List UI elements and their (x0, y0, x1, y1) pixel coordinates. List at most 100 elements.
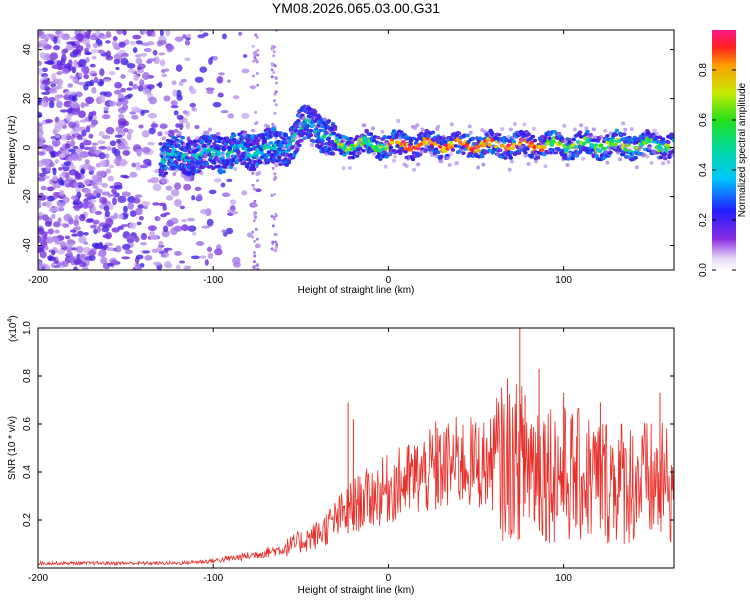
spectrogram-cell (633, 155, 639, 160)
spectrogram-cell (38, 30, 43, 36)
spectrogram-cell (57, 249, 65, 255)
spectrogram-cell (271, 44, 275, 48)
y-tick-label: -40 (22, 238, 33, 253)
spectrogram-cell (274, 137, 278, 141)
spectrogram-cell (341, 166, 346, 171)
spectrogram-cell (57, 177, 64, 186)
spectrogram-cell (141, 129, 150, 138)
spectrogram-cell (189, 102, 197, 108)
spectrogram-cell (156, 246, 163, 253)
spectrogram-cell (132, 46, 138, 53)
spectrogram-cell (511, 139, 517, 144)
spectrogram-cell (530, 134, 535, 139)
spectrogram-cell (220, 182, 226, 188)
spectrogram-cell (468, 130, 473, 135)
spectrogram-cell (184, 57, 191, 62)
spectrogram-cell (286, 160, 292, 165)
snr-multiplier-exp: 4 (7, 319, 14, 323)
spectrogram-cell (70, 195, 79, 201)
spectrogram-cell (273, 111, 277, 115)
spectrogram-cell (105, 168, 112, 174)
spectrogram-cell (448, 152, 453, 157)
spectrogram-cell (38, 132, 44, 140)
spectrogram-cell (135, 254, 144, 260)
spectrogram-cell (549, 143, 554, 147)
spectrogram-cell (64, 235, 71, 240)
spectrogram-cell (461, 151, 466, 155)
spectrogram-cell (88, 199, 97, 203)
spectrogram-cell (429, 145, 435, 149)
spectrogram-cell (220, 152, 225, 157)
spectrogram-cell (403, 149, 408, 154)
spectrogram-cell (83, 178, 91, 185)
spectrogram-cell (187, 217, 196, 222)
spectrogram-cell (667, 155, 672, 159)
spectrogram-cell (526, 132, 531, 136)
spectrogram-cell (113, 184, 123, 190)
spectrogram-cell (174, 251, 182, 256)
spectrogram-cell (301, 116, 306, 121)
spectrogram-cell (184, 152, 189, 157)
spectrogram-cell (45, 164, 51, 173)
x-tick-label: -200 (28, 573, 48, 584)
spectrogram-cell (317, 115, 322, 119)
spectrogram-cell (413, 141, 419, 145)
spectrogram-cell (199, 171, 204, 176)
spectrogram-cell (136, 221, 142, 226)
colorbar-tick-label: 0.8 (698, 63, 709, 77)
snr-multiplier: (x104) (7, 315, 19, 342)
snr-multiplier-close: ) (8, 315, 19, 318)
spectrogram-cell (614, 128, 620, 133)
spectrogram-cell (241, 68, 250, 74)
spectrogram-cell (142, 250, 151, 254)
spectrogram-cell (278, 162, 283, 167)
spectrogram-cell (320, 142, 325, 146)
spectrogram-cell (246, 152, 252, 157)
spectrogram-cell (131, 162, 137, 168)
spectrogram-cell (165, 195, 174, 201)
spectrogram-cell (57, 217, 62, 224)
spectrogram-cell (196, 144, 201, 149)
spectrogram-cell (71, 96, 78, 102)
spectrogram-cell (99, 68, 105, 76)
spectrogram-cell (274, 233, 278, 237)
spectrogram-cell (38, 260, 43, 269)
spectrogram-cell (547, 136, 552, 141)
spectrogram-cell (76, 134, 83, 141)
spectrogram-cell (83, 31, 91, 39)
spectrogram-cell (54, 116, 60, 124)
spectrogram-cell (661, 161, 666, 166)
spectrogram-cell (205, 87, 215, 91)
spectrogram-cell (226, 178, 233, 183)
spectrogram-cell (73, 219, 79, 225)
spectrogram-cell (351, 138, 356, 143)
spectrogram-cell (161, 252, 170, 258)
spectrogram-cell (570, 156, 575, 161)
spectrogram-cell (58, 152, 66, 159)
spectrogram-cell (222, 165, 227, 169)
spectrogram-cell (283, 133, 288, 138)
spectrogram-cell (121, 146, 130, 150)
spectrogram-cell (105, 231, 112, 240)
spectrogram-cell (591, 127, 596, 132)
spectrogram-cell (163, 95, 171, 102)
spectrogram-cell (79, 253, 87, 260)
spectrogram-cell (111, 227, 120, 233)
spectrogram-cell (447, 163, 452, 168)
spectrogram-cell (53, 36, 58, 44)
spectrogram-cell (310, 142, 315, 147)
spectrogram-cell (212, 101, 222, 108)
spectrogram-cell (361, 148, 366, 153)
spectrogram-cell (135, 207, 143, 216)
spectrogram-cell (645, 154, 650, 159)
spectrogram-cell (131, 114, 139, 120)
spectrogram-cell (159, 169, 164, 174)
spectrogram-cell (91, 55, 97, 60)
spectrogram-cell (72, 145, 79, 150)
spectrogram-cell (562, 123, 567, 128)
spectrogram-cell (214, 178, 222, 183)
spectrogram-cell (64, 143, 71, 149)
spectrogram-cell (184, 39, 191, 46)
spectrogram-cell (114, 81, 123, 89)
spectrogram-cell (96, 225, 101, 233)
